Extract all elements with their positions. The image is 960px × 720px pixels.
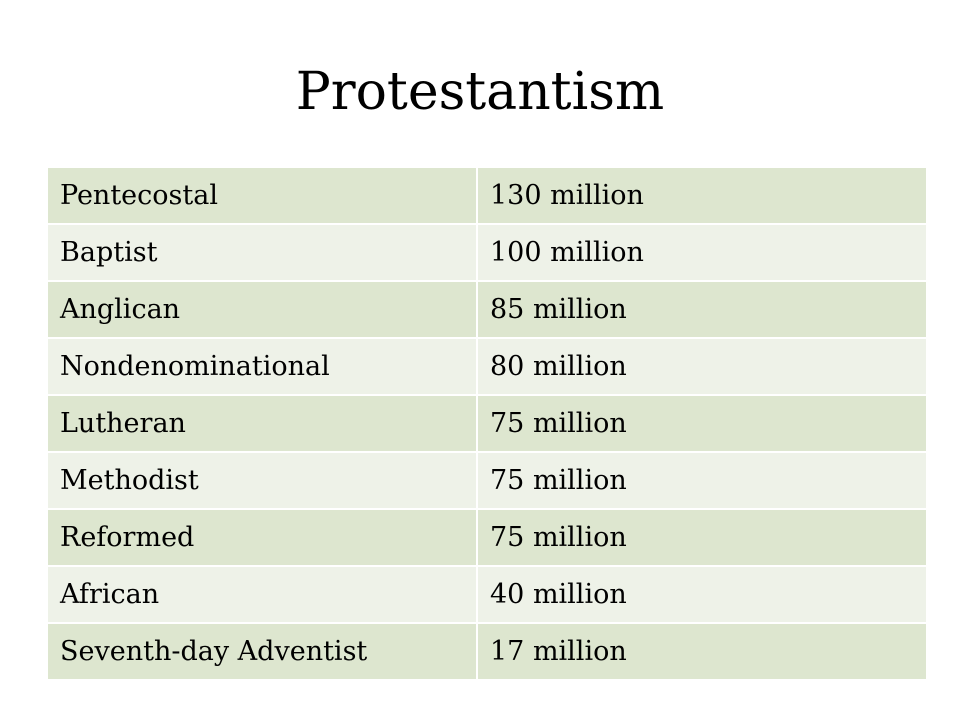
- table-row: Pentecostal 130 million: [48, 168, 926, 225]
- denomination-cell: Baptist: [48, 224, 478, 282]
- denomination-cell: Lutheran: [48, 395, 478, 453]
- adherents-cell: 17 million: [477, 623, 926, 681]
- table-row: Lutheran 75 million: [48, 395, 926, 453]
- adherents-cell: 75 million: [477, 509, 926, 567]
- denomination-cell: African: [48, 566, 478, 624]
- denomination-cell: Nondenominational: [48, 338, 478, 396]
- adherents-cell: 40 million: [477, 566, 926, 624]
- adherents-cell: 75 million: [477, 452, 926, 510]
- adherents-cell: 80 million: [477, 338, 926, 396]
- denomination-cell: Anglican: [48, 281, 478, 339]
- denomination-cell: Seventh-day Adventist: [48, 623, 478, 681]
- table-row: Seventh-day Adventist 17 million: [48, 623, 926, 681]
- adherents-cell: 130 million: [477, 168, 926, 225]
- denomination-cell: Reformed: [48, 509, 478, 567]
- table-row: Baptist 100 million: [48, 224, 926, 282]
- table-row: Reformed 75 million: [48, 509, 926, 567]
- table-row: Anglican 85 million: [48, 281, 926, 339]
- table-row: Nondenominational 80 million: [48, 338, 926, 396]
- adherents-cell: 85 million: [477, 281, 926, 339]
- denomination-cell: Methodist: [48, 452, 478, 510]
- adherents-cell: 100 million: [477, 224, 926, 282]
- slide-title: Protestantism: [295, 62, 665, 122]
- table-row: Methodist 75 million: [48, 452, 926, 510]
- denomination-cell: Pentecostal: [48, 168, 478, 225]
- denomination-table: Pentecostal 130 million Baptist 100 mill…: [48, 168, 926, 681]
- table-row: African 40 million: [48, 566, 926, 624]
- adherents-cell: 75 million: [477, 395, 926, 453]
